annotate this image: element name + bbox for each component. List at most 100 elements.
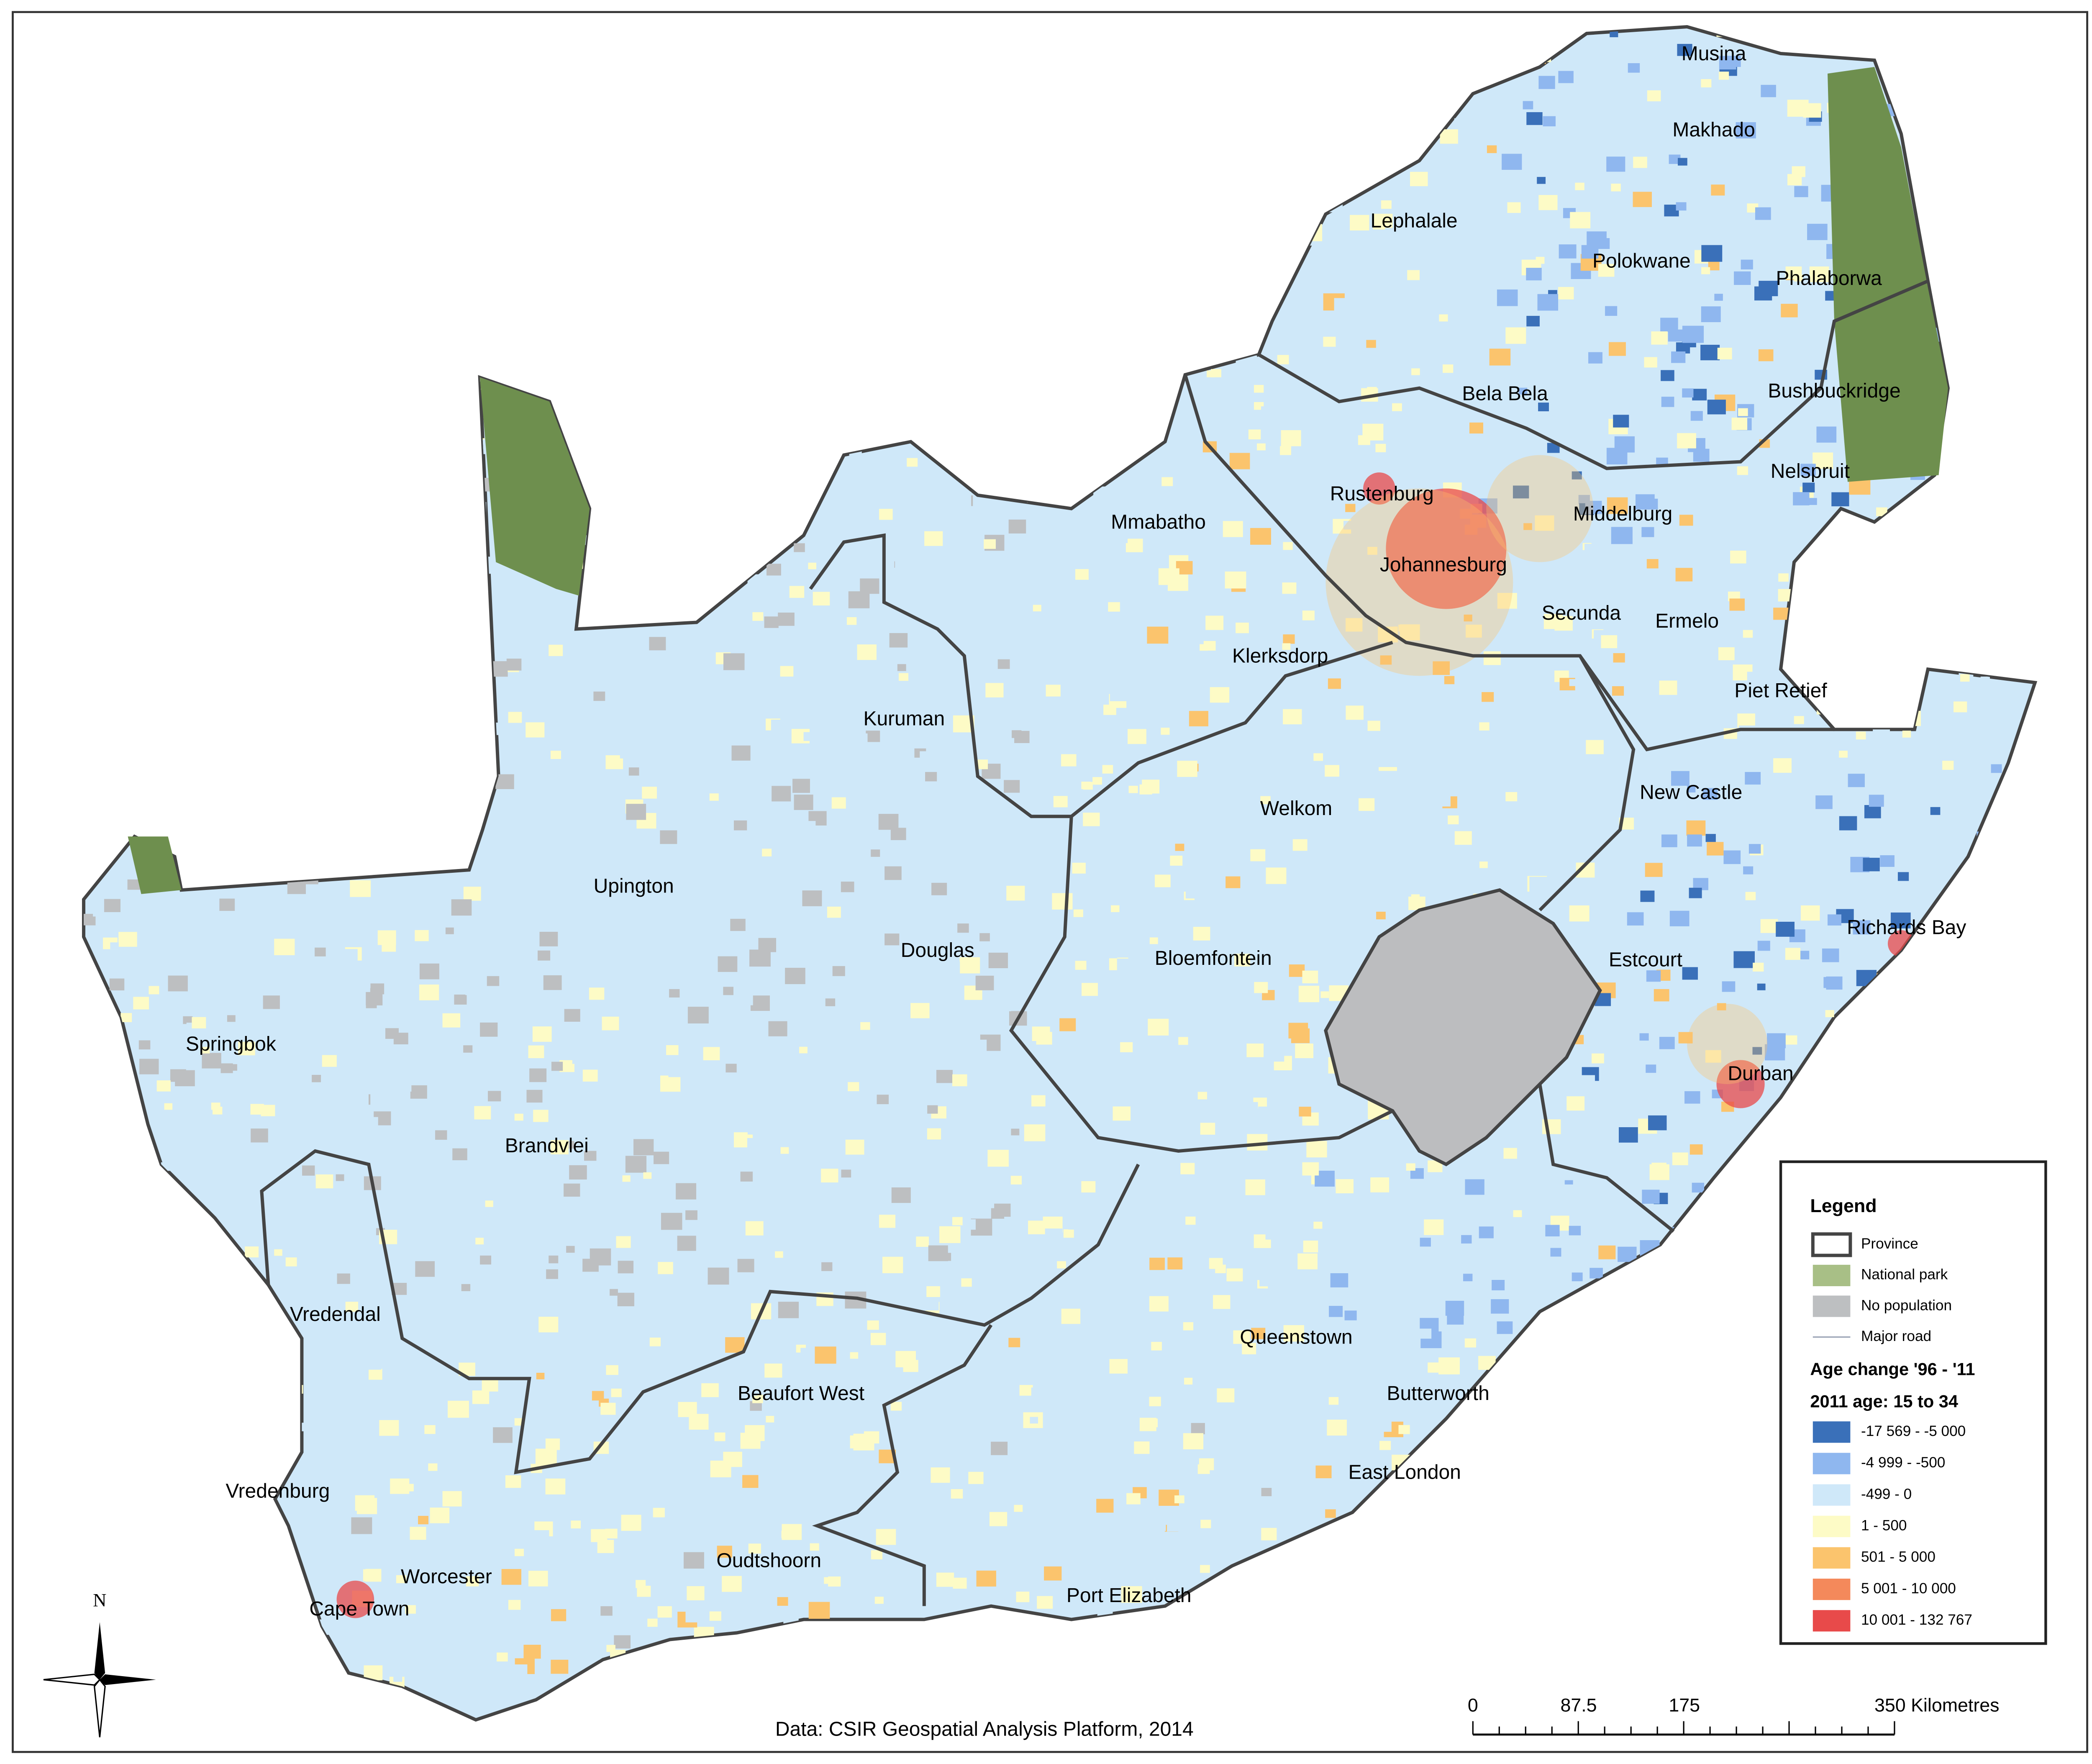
urban-fringe bbox=[1486, 455, 1594, 562]
texture-cell bbox=[1112, 531, 1128, 544]
texture-cell bbox=[1259, 1270, 1279, 1287]
city-label: Ermelo bbox=[1655, 610, 1719, 632]
texture-cell bbox=[1228, 370, 1241, 381]
texture-cell bbox=[1084, 1004, 1102, 1018]
texture-cell bbox=[997, 659, 1010, 669]
texture-cell bbox=[882, 1256, 903, 1274]
texture-cell bbox=[1391, 779, 1411, 796]
texture-cell bbox=[737, 1259, 754, 1272]
texture-cell bbox=[1532, 588, 1551, 603]
texture-cell bbox=[1723, 850, 1741, 864]
texture-cell bbox=[532, 1026, 552, 1042]
city-labels: Musina Makhado Lephalale Polokwane Phalaborw… bbox=[186, 43, 1966, 1620]
texture-cell bbox=[1533, 679, 1554, 697]
texture-cell bbox=[1693, 449, 1710, 462]
texture-cell bbox=[1409, 1420, 1418, 1427]
texture-cell bbox=[1635, 494, 1655, 510]
texture-cell bbox=[1644, 357, 1657, 368]
texture-cell bbox=[419, 963, 439, 979]
texture-cell bbox=[1191, 1423, 1205, 1434]
legend-label: -17 569 - -5 000 bbox=[1861, 1423, 1966, 1439]
texture-cell bbox=[1266, 867, 1287, 884]
texture-cell bbox=[685, 888, 702, 902]
texture-cell bbox=[1598, 264, 1615, 277]
texture-cell bbox=[1011, 1128, 1020, 1136]
texture-cell bbox=[1167, 1514, 1189, 1532]
texture-cell bbox=[1659, 680, 1677, 695]
texture-cell bbox=[1419, 1328, 1432, 1339]
texture-cell bbox=[598, 828, 617, 842]
texture-cell bbox=[785, 968, 805, 985]
texture-cell bbox=[780, 646, 796, 658]
texture-cell bbox=[1682, 326, 1704, 343]
texture-cell bbox=[529, 1530, 549, 1546]
scale-label: 0 bbox=[1468, 1695, 1478, 1715]
texture-cell bbox=[1502, 154, 1522, 170]
texture-cell bbox=[764, 616, 779, 628]
texture-cell bbox=[849, 1605, 858, 1613]
texture-cell bbox=[1091, 1408, 1109, 1423]
texture-cell bbox=[1197, 1092, 1208, 1100]
texture-cell bbox=[802, 890, 822, 906]
texture-cell bbox=[1505, 327, 1526, 344]
texture-cell bbox=[723, 653, 745, 670]
city-label: Makhado bbox=[1672, 119, 1755, 141]
texture-cell bbox=[924, 531, 943, 546]
texture-cell bbox=[533, 1110, 549, 1122]
legend-swatch bbox=[1813, 1421, 1851, 1443]
texture-cell bbox=[1559, 244, 1577, 259]
texture-cell bbox=[1424, 1219, 1444, 1235]
texture-cell bbox=[1606, 448, 1628, 464]
texture-cell bbox=[1794, 274, 1803, 282]
texture-cell bbox=[943, 854, 964, 872]
texture-cell bbox=[362, 1354, 382, 1370]
texture-cell bbox=[605, 1528, 618, 1539]
texture-cell bbox=[745, 1221, 764, 1236]
texture-cell bbox=[730, 1180, 748, 1194]
texture-cell bbox=[1290, 463, 1299, 470]
texture-cell bbox=[1326, 242, 1335, 249]
texture-cell bbox=[1439, 314, 1448, 322]
texture-cell bbox=[1004, 780, 1020, 793]
texture-cell bbox=[1073, 909, 1083, 917]
texture-cell bbox=[462, 1011, 470, 1018]
texture-cell bbox=[1628, 63, 1640, 73]
texture-cell bbox=[308, 956, 325, 970]
texture-cell bbox=[1327, 1419, 1347, 1436]
texture-cell bbox=[1671, 771, 1689, 786]
texture-cell bbox=[1405, 602, 1423, 617]
texture-cell bbox=[127, 879, 141, 890]
texture-cell bbox=[1367, 547, 1377, 555]
texture-cell bbox=[1802, 482, 1815, 492]
texture-cell bbox=[957, 923, 969, 933]
texture-cell bbox=[1037, 1596, 1053, 1609]
texture-cell bbox=[149, 986, 159, 995]
texture-cell bbox=[1570, 212, 1591, 228]
texture-cell bbox=[797, 1568, 807, 1576]
texture-cell bbox=[508, 643, 525, 657]
texture-cell bbox=[465, 1682, 474, 1690]
texture-cell bbox=[1588, 352, 1602, 364]
texture-cell bbox=[1203, 1222, 1212, 1229]
texture-cell bbox=[1128, 786, 1138, 793]
texture-cell bbox=[1718, 72, 1729, 80]
texture-cell bbox=[1328, 678, 1341, 689]
texture-cell bbox=[611, 1388, 622, 1397]
texture-cell bbox=[903, 1360, 918, 1372]
texture-cell bbox=[1283, 1325, 1304, 1342]
texture-cell bbox=[1148, 1018, 1169, 1036]
texture-cell bbox=[1183, 1322, 1194, 1331]
texture-cell bbox=[1801, 905, 1820, 921]
texture-cell bbox=[742, 1475, 759, 1488]
texture-cell bbox=[442, 1013, 461, 1028]
texture-cell bbox=[1831, 492, 1849, 507]
texture-cell bbox=[582, 1069, 598, 1082]
texture-cell bbox=[480, 1255, 492, 1265]
texture-cell bbox=[1575, 182, 1584, 190]
texture-cell bbox=[245, 1246, 259, 1258]
legend-swatch bbox=[1813, 1484, 1851, 1506]
texture-cell bbox=[513, 1664, 528, 1676]
texture-cell bbox=[1684, 1091, 1700, 1104]
texture-cell bbox=[952, 1074, 967, 1087]
texture-cell bbox=[1153, 550, 1168, 562]
